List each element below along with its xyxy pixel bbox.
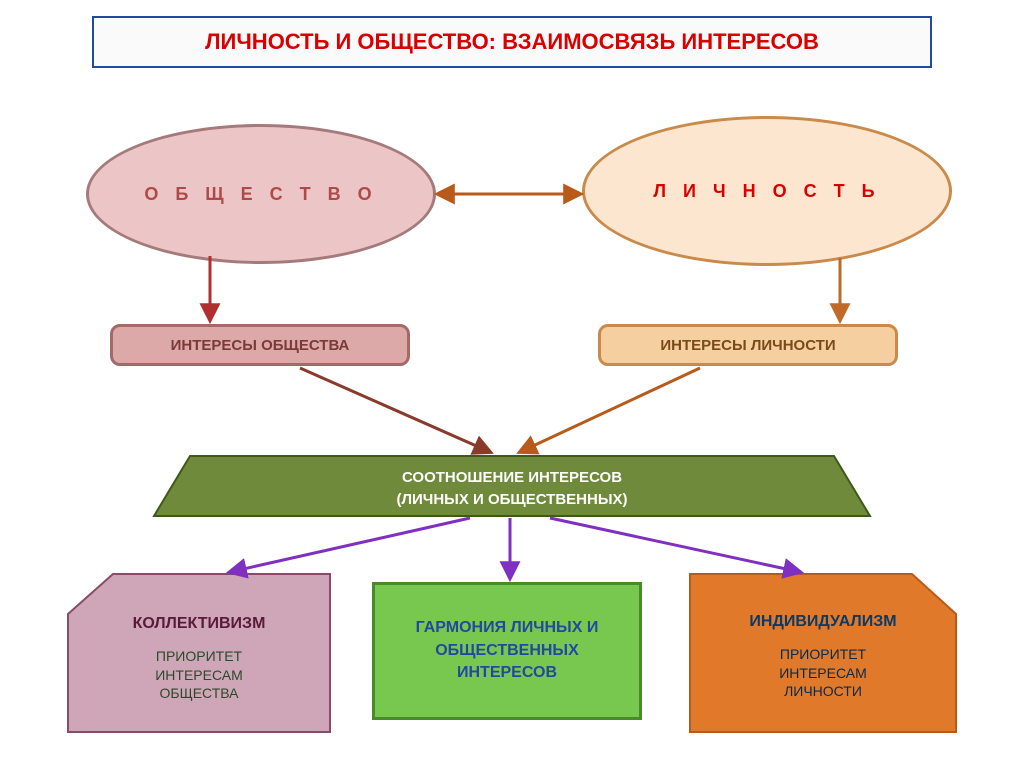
harmony-line1: ГАРМОНИЯ ЛИЧНЫХ И bbox=[416, 617, 599, 639]
collectivism-subtitle: ПРИОРИТЕТИНТЕРЕСАМОБЩЕСТВА bbox=[155, 647, 243, 704]
ellipse-person: Л И Ч Н О С Т Ь bbox=[582, 116, 952, 266]
collectivism-title: КОЛЛЕКТИВИЗМ bbox=[133, 615, 266, 633]
harmony-line3: ИНТЕРЕСОВ bbox=[457, 662, 557, 684]
individualism-text: ИНДИВИДУАЛИЗМ ПРИОРИТЕТИНТЕРЕСАМЛИЧНОСТИ bbox=[696, 590, 950, 724]
interests-person-label: ИНТЕРЕСЫ ЛИЧНОСТИ bbox=[660, 337, 835, 354]
individualism-subtitle: ПРИОРИТЕТИНТЕРЕСАМЛИЧНОСТИ bbox=[779, 645, 867, 702]
diagram-title: ЛИЧНОСТЬ И ОБЩЕСТВО: ВЗАИМОСВЯЗЬ ИНТЕРЕС… bbox=[92, 16, 932, 68]
arrow-iperson-to-correlation bbox=[520, 368, 700, 452]
diagram-stage: ЛИЧНОСТЬ И ОБЩЕСТВО: ВЗАИМОСВЯЗЬ ИНТЕРЕС… bbox=[0, 0, 1024, 768]
interests-society-label: ИНТЕРЕСЫ ОБЩЕСТВА bbox=[171, 337, 350, 354]
harmony-line2: ОБЩЕСТВЕННЫХ bbox=[435, 640, 579, 662]
ellipse-society: О Б Щ Е С Т В О bbox=[86, 124, 436, 264]
collectivism-text: КОЛЛЕКТИВИЗМ ПРИОРИТЕТИНТЕРЕСАМОБЩЕСТВА bbox=[74, 594, 324, 724]
title-text: ЛИЧНОСТЬ И ОБЩЕСТВО: ВЗАИМОСВЯЗЬ ИНТЕРЕС… bbox=[205, 29, 819, 55]
arrow-correlation-to-individualism bbox=[550, 518, 800, 572]
harmony-box: ГАРМОНИЯ ЛИЧНЫХ И ОБЩЕСТВЕННЫХ ИНТЕРЕСОВ bbox=[372, 582, 642, 720]
ellipse-society-label: О Б Щ Е С Т В О bbox=[144, 184, 377, 205]
correlation-line2: (ЛИЧНЫХ И ОБЩЕСТВЕННЫХ) bbox=[396, 491, 627, 508]
individualism-title: ИНДИВИДУАЛИЗМ bbox=[749, 613, 896, 631]
arrow-correlation-to-collectivism bbox=[230, 518, 470, 572]
correlation-line1: СООТНОШЕНИЕ ИНТЕРЕСОВ bbox=[402, 469, 622, 486]
interests-society: ИНТЕРЕСЫ ОБЩЕСТВА bbox=[110, 324, 410, 366]
correlation-trapezoid bbox=[154, 456, 870, 516]
interests-person: ИНТЕРЕСЫ ЛИЧНОСТИ bbox=[598, 324, 898, 366]
arrow-isociety-to-correlation bbox=[300, 368, 490, 452]
ellipse-person-label: Л И Ч Н О С Т Ь bbox=[653, 181, 880, 202]
